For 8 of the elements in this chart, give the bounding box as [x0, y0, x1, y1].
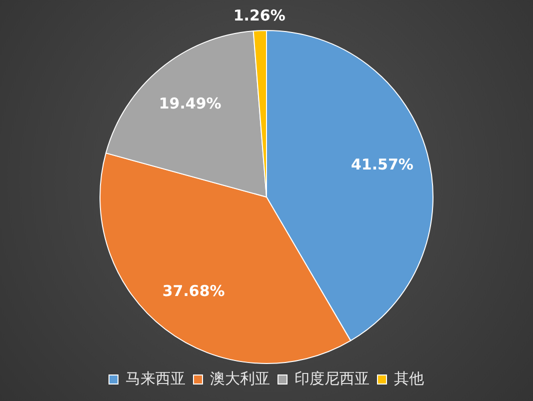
data-label: 37.68%	[162, 282, 225, 300]
legend-label: 印度尼西亚	[294, 369, 370, 388]
data-label: 19.49%	[158, 94, 222, 113]
legend-label: 马来西亚	[126, 369, 186, 388]
legend-label: 其他	[394, 369, 424, 388]
legend-label: 澳大利亚	[210, 369, 270, 388]
data-label: 1.26%	[233, 6, 286, 25]
data-label: 41.57%	[350, 156, 414, 174]
